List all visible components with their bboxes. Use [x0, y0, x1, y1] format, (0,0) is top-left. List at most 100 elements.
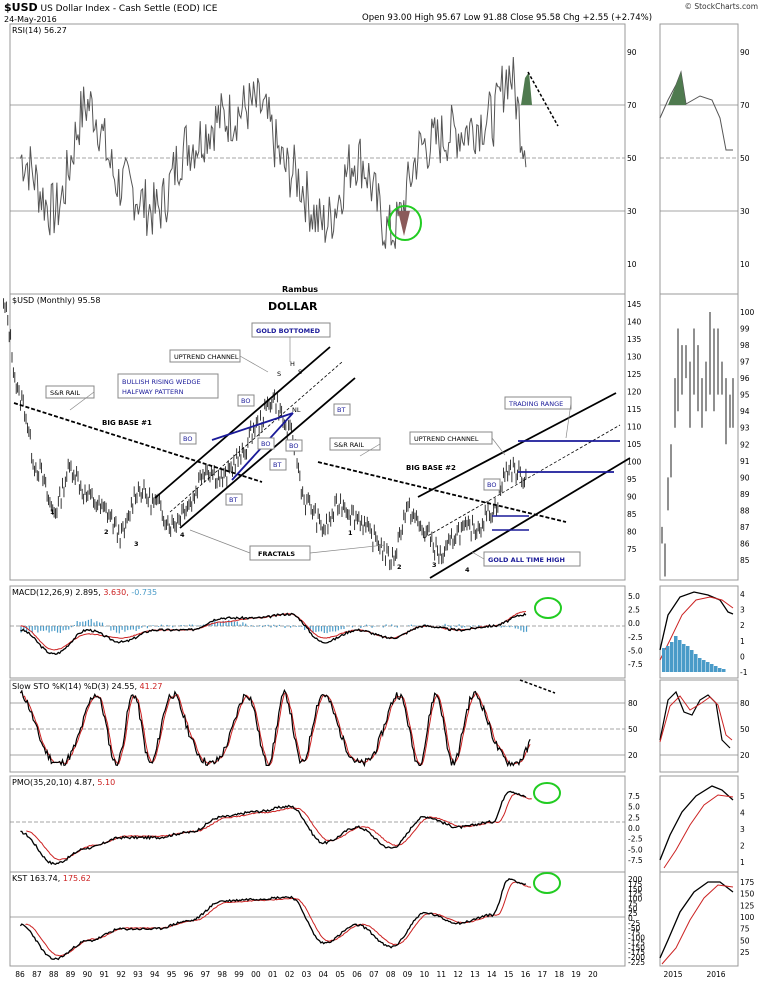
macd-hist-bar	[525, 626, 528, 632]
pmo-inset-tick: 2	[740, 842, 745, 851]
price-inset-tick: 99	[740, 325, 750, 334]
pmo-inset-signal	[663, 794, 734, 869]
h-label: H	[290, 360, 295, 368]
macd-hist-bar	[202, 624, 205, 626]
rsi-inset-tick: 90	[740, 48, 750, 57]
wave-4-label-a: 4	[180, 531, 185, 539]
x-axis-label: 01	[268, 970, 278, 979]
kst-tick: 175	[628, 880, 643, 889]
wave-2-label-a: 2	[104, 528, 109, 536]
macd-hist-bar	[509, 626, 511, 628]
nl-label: NL	[292, 406, 301, 414]
macd-hist-bar	[340, 626, 342, 630]
macd-hist-bar	[76, 620, 78, 626]
macd-panel-frame	[9, 585, 626, 679]
macd-hist-bar	[110, 626, 112, 631]
x-axis-label: 17	[538, 970, 548, 979]
macd-hist-bar	[37, 626, 39, 633]
sto-label: Slow STO %K(14) %D(3) 24.55, 41.27	[12, 682, 162, 691]
pmo-tick: 0.0	[628, 824, 640, 833]
price-tick: 95	[627, 475, 637, 484]
macd-hist-bar	[191, 624, 193, 626]
macd-hist-bar	[298, 626, 300, 627]
kst-tick: -100	[628, 934, 645, 943]
kst-inset-tick: 50	[740, 936, 750, 945]
pmo-signal-line	[26, 793, 532, 861]
macd-hist-bar	[121, 626, 123, 630]
macd-inset-bar	[674, 636, 678, 672]
macd-hist-bar	[447, 625, 449, 626]
macd-hist-bar	[158, 626, 160, 627]
bt-tag-2	[269, 458, 287, 471]
x-axis-label: 00	[251, 970, 261, 979]
macd-hist-bar	[152, 625, 154, 626]
x-axis-label: 96	[184, 970, 194, 979]
macd-inset-tick: -1	[740, 668, 748, 677]
macd-inset-tick: 2	[740, 621, 745, 630]
macd-inset-bar	[710, 664, 714, 672]
rsi-inset-line	[659, 70, 733, 151]
macd-inset-line	[659, 591, 734, 651]
kst-tick: -175	[628, 948, 645, 957]
macd-hist-bar	[450, 626, 452, 628]
macd-inset-bar	[722, 669, 726, 672]
macd-hist-bar	[334, 626, 337, 632]
big-base-2-text: BIG BASE #2	[406, 464, 456, 472]
macd-hist-bar	[278, 624, 280, 626]
macd-hist-bar	[270, 626, 272, 628]
pointer-fr1	[189, 529, 251, 554]
rsi-tick: 70	[627, 101, 637, 110]
price-inset-tick: 100	[740, 308, 755, 317]
x-axis-label: 20	[588, 970, 598, 979]
sto-d-line	[19, 689, 531, 767]
macd-hist-bar	[141, 626, 143, 628]
channel-2-mid	[423, 424, 621, 539]
macd-hist-bar	[183, 625, 185, 626]
macd-circle	[534, 597, 562, 619]
channel-2-lower	[429, 457, 631, 579]
x-axis-label: 92	[116, 970, 126, 979]
macd-hist-bar	[211, 622, 213, 626]
x-axis-label: 19	[571, 970, 581, 979]
macd-hist-bar	[96, 621, 98, 626]
kst-tick: -200	[628, 953, 645, 962]
macd-hist-bar	[309, 626, 311, 632]
pmo-tick: 2.5	[628, 813, 640, 822]
price-tick: 125	[627, 370, 642, 379]
bt-text-1: BT	[229, 496, 237, 504]
sto-panel-frame	[9, 679, 626, 773]
x-axis-label: 16	[521, 970, 531, 979]
price-tick: 140	[627, 318, 642, 327]
rsi-trendline	[527, 71, 559, 127]
kst-inset-tick: 125	[740, 901, 755, 910]
kst-inset-line	[659, 881, 734, 959]
macd-hist-bar	[444, 623, 446, 626]
uptrend-channel-2-text: UPTREND CHANNEL	[414, 435, 479, 443]
channel-1-upper	[154, 346, 331, 499]
macd-inset-frame	[659, 585, 739, 679]
macd-hist-bar	[135, 626, 137, 631]
macd-hist-bar	[138, 626, 140, 630]
pointer-sr1	[69, 391, 95, 411]
macd-hist-bar	[273, 624, 275, 626]
uptrend-channel-1-text: UPTREND CHANNEL	[174, 353, 239, 361]
kst-tick: 125	[628, 890, 643, 899]
kst-inset-tick: 175	[740, 878, 755, 887]
macd-line	[20, 612, 527, 655]
pmo-inset-tick: 5	[740, 792, 745, 801]
macd-hist-bar	[28, 626, 31, 630]
macd-inset-bar	[714, 666, 718, 672]
price-inset-tick: 98	[740, 341, 750, 350]
chart-date: 24-May-2016	[4, 15, 57, 24]
macd-hist-bar	[48, 626, 50, 633]
guide-lines	[10, 104, 738, 918]
macd-hist-bar	[343, 626, 345, 630]
price-tick: 135	[627, 335, 642, 344]
kst-line	[19, 878, 527, 961]
kst-tick: 50	[628, 904, 638, 913]
pmo-tick: -2.5	[628, 835, 643, 844]
macd-hist-bar	[45, 626, 47, 631]
pmo-line	[20, 790, 527, 866]
pmo-inset-frame	[659, 775, 739, 873]
bo-text-4: BO	[289, 442, 298, 450]
